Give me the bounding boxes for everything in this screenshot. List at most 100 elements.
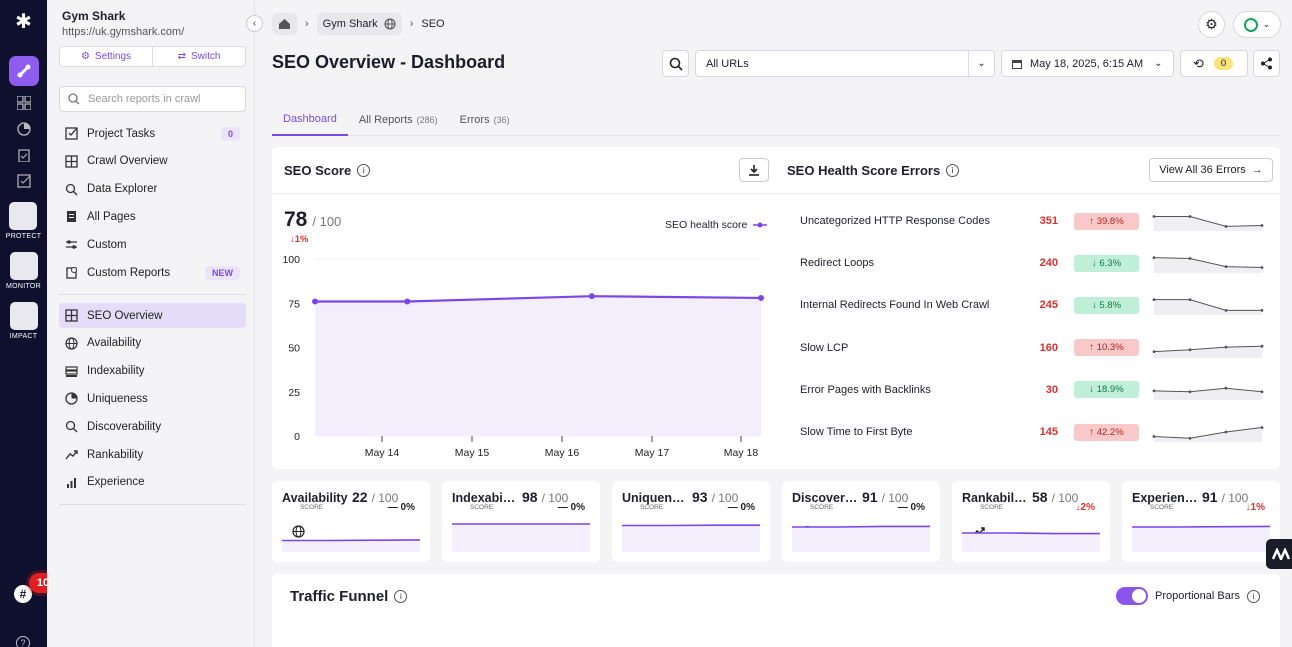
divider xyxy=(272,193,1280,194)
chat-widget-button[interactable] xyxy=(1266,539,1292,569)
refresh-button[interactable]: ⟲ 0 xyxy=(1180,50,1248,77)
switch-button[interactable]: ⇄ Switch xyxy=(152,47,245,66)
sidebar-item-project-tasks[interactable]: Project Tasks 0 xyxy=(59,121,246,146)
sidebar-item-indexability[interactable]: Indexability xyxy=(59,359,246,384)
settings-switch-group: ⚙ Settings ⇄ Switch xyxy=(59,46,246,67)
sparkline-point xyxy=(1188,215,1192,218)
health-error-row[interactable]: Internal Redirects Found In Web Crawl 245… xyxy=(788,284,1268,326)
health-error-row[interactable]: Slow Time to First Byte 145 ↑ 42.2% xyxy=(788,411,1268,453)
sidebar-item-custom[interactable]: Custom xyxy=(59,232,246,257)
globe-icon xyxy=(384,18,396,30)
health-error-row[interactable]: Slow LCP 160 ↑ 10.3% xyxy=(788,327,1268,369)
monitor-app[interactable]: MONITOR xyxy=(6,252,41,290)
share-button[interactable] xyxy=(1253,50,1280,77)
gear-icon: ⚙ xyxy=(1205,16,1218,32)
global-settings-button[interactable]: ⚙ xyxy=(1198,11,1225,38)
category-card-experience[interactable]: Experience 91/ 100 SCORE ↓1% xyxy=(1122,481,1280,562)
sidebar-item-all-pages[interactable]: All Pages xyxy=(59,204,246,229)
info-icon[interactable]: i xyxy=(394,590,408,603)
impact-app[interactable]: IMPACT xyxy=(9,302,38,340)
home-button[interactable] xyxy=(272,13,297,35)
monitor-app-icon xyxy=(9,252,38,280)
dashboard-grid-icon[interactable] xyxy=(15,94,33,112)
clipboard-icon[interactable] xyxy=(15,146,33,164)
trend-area xyxy=(1132,526,1270,552)
chevron-down-icon: ⌄ xyxy=(1154,58,1163,69)
y-tick-label: 0 xyxy=(294,431,300,443)
sidebar-item-discoverability[interactable]: Discoverability xyxy=(59,414,246,439)
sidebar-item-seo-overview[interactable]: SEO Overview xyxy=(59,303,246,328)
tab-dashboard[interactable]: Dashboard xyxy=(272,104,348,136)
globe-icon xyxy=(292,525,305,538)
error-name[interactable]: Uncategorized HTTP Response Codes xyxy=(800,215,990,227)
analytics-pie-icon[interactable] xyxy=(15,120,33,138)
search-reports-input[interactable]: Search reports in crawl xyxy=(59,86,246,112)
hash-icon[interactable]: # xyxy=(14,585,32,603)
collapse-sidebar-button[interactable]: ‹ xyxy=(246,15,263,32)
error-name[interactable]: Redirect Loops xyxy=(800,257,874,270)
info-icon[interactable]: i xyxy=(357,164,371,177)
error-name[interactable]: Slow LCP xyxy=(800,341,849,354)
url-filter-select[interactable]: All URLs ⌄ xyxy=(695,50,995,77)
protect-app-icon xyxy=(9,202,38,230)
data-point[interactable] xyxy=(312,298,318,305)
sidebar-item-crawl-overview[interactable]: Crawl Overview xyxy=(59,149,246,174)
brand-logo-icon[interactable]: ✱ xyxy=(15,11,32,33)
x-tick-label: May 14 xyxy=(365,447,400,459)
sparkline-point xyxy=(1188,257,1192,261)
category-card-indexability[interactable]: Indexability 98/ 100 SCORE — 0% xyxy=(442,481,600,562)
proportional-bars-toggle[interactable] xyxy=(1116,587,1148,605)
traffic-funnel-heading: Traffic Funnel i xyxy=(290,588,408,605)
health-error-row[interactable]: Uncategorized HTTP Response Codes 351 ↑ 39… xyxy=(788,200,1268,242)
date-select[interactable]: May 18, 2025, 6:15 AM ⌄ xyxy=(1001,50,1174,77)
data-point[interactable] xyxy=(588,293,595,300)
share-icon xyxy=(1261,57,1272,70)
tab-errors[interactable]: Errors (36) xyxy=(459,114,510,126)
settings-button[interactable]: ⚙ Settings xyxy=(80,51,132,62)
error-name[interactable]: Internal Redirects Found In Web Crawl xyxy=(800,299,990,312)
info-icon[interactable]: i xyxy=(946,164,960,177)
health-error-row[interactable]: Redirect Loops 240 ↓ 6.3% xyxy=(788,242,1268,284)
seo-score-heading: SEO Score i xyxy=(284,163,371,178)
y-tick-label: 50 xyxy=(288,343,300,355)
data-point[interactable] xyxy=(758,294,764,301)
error-count: 30 xyxy=(1045,383,1058,396)
sidebar-item-data-explorer[interactable]: Data Explorer xyxy=(59,177,246,202)
error-name[interactable]: Slow Time to First Byte xyxy=(800,426,913,438)
sparkline-point xyxy=(1224,386,1228,390)
download-button[interactable] xyxy=(739,158,769,182)
category-card-uniqueness[interactable]: Uniqueness 93/ 100 SCORE — 0% xyxy=(612,481,770,562)
sidebar-item-experience[interactable]: Experience xyxy=(59,470,246,495)
breadcrumb-section[interactable]: SEO xyxy=(421,18,445,30)
category-trend-chart xyxy=(962,532,1100,552)
sidebar-item-uniqueness[interactable]: Uniqueness xyxy=(59,386,246,411)
view-all-errors-button[interactable]: View All 36 Errors → xyxy=(1149,158,1273,182)
bars-icon xyxy=(67,477,76,488)
info-icon[interactable]: i xyxy=(1247,589,1260,603)
sparkline-area xyxy=(1154,387,1262,400)
data-point[interactable] xyxy=(404,298,411,305)
error-count: 245 xyxy=(1039,299,1058,312)
search-button[interactable] xyxy=(662,50,689,77)
sparkline-line xyxy=(1153,345,1263,352)
sidebar-item-rankability[interactable]: Rankability xyxy=(59,442,246,467)
category-name: Availability xyxy=(282,491,348,505)
breadcrumb-project[interactable]: Gym Shark xyxy=(316,13,402,35)
category-card-availability[interactable]: Availability 22/ 100 SCORE — 0% xyxy=(272,481,430,562)
sidebar-item-custom-reports[interactable]: Custom Reports NEW xyxy=(59,260,246,285)
health-error-row[interactable]: Error Pages with Backlinks 30 ↓ 18.9% xyxy=(788,369,1268,411)
crawl-app-icon[interactable] xyxy=(8,56,39,86)
task-check-icon[interactable] xyxy=(15,172,33,190)
app-rail: ✱ PROTECT MONITOR IMPACT xyxy=(0,0,47,647)
error-change-badge: ↑ 42.2% xyxy=(1074,423,1139,441)
help-icon[interactable]: ? xyxy=(16,636,30,647)
sidebar-item-availability[interactable]: Availability xyxy=(59,331,246,356)
account-menu-button[interactable]: ⌄ xyxy=(1233,11,1281,38)
sliders-icon xyxy=(66,240,77,249)
category-name: Discoverability xyxy=(792,491,858,505)
error-name[interactable]: Error Pages with Backlinks xyxy=(800,383,931,396)
protect-app[interactable]: PROTECT xyxy=(6,202,42,240)
tab-all-reports[interactable]: All Reports (286) xyxy=(358,114,438,126)
category-card-rankability[interactable]: Rankability 58/ 100 SCORE ↓2% xyxy=(952,481,1110,562)
